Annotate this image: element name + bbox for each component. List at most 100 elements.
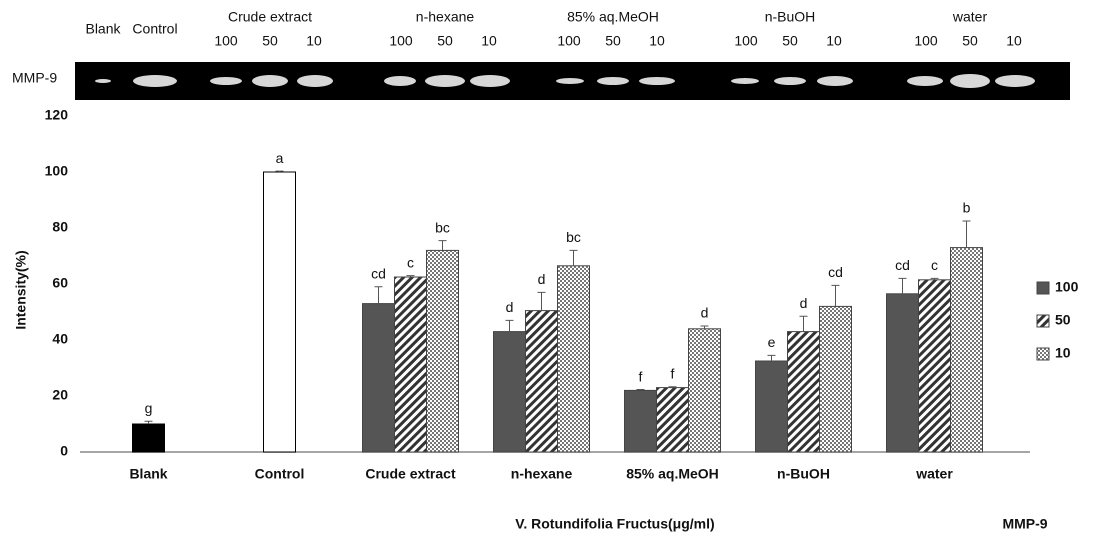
y-tick-label: 120: [45, 107, 69, 123]
error-bar: [800, 316, 808, 331]
error-bar: [963, 221, 971, 248]
gel-dose-label: 50: [262, 33, 278, 49]
y-tick-label: 20: [52, 387, 68, 403]
significance-letter: cd: [828, 264, 843, 280]
significance-letter: b: [963, 200, 971, 216]
gel-band: [470, 75, 510, 87]
gel-dose-label: 10: [826, 33, 842, 49]
bar: [919, 280, 951, 452]
significance-letter: d: [701, 305, 709, 321]
gel-dose-label: 50: [782, 33, 798, 49]
legend-label: 10: [1055, 345, 1071, 361]
gel-band: [384, 76, 416, 86]
gel-lane-label: Blank: [85, 21, 121, 37]
bar: [788, 332, 820, 452]
gel-band: [907, 76, 943, 86]
legend-swatch: [1037, 348, 1049, 360]
x-tick-label: Blank: [129, 466, 167, 482]
chart: MMP-9 Intensity(%) V. Rotundifolia Fruct…: [0, 0, 1100, 539]
bar: [887, 294, 919, 452]
x-tick-label: Crude extract: [365, 466, 456, 482]
legend-swatch: [1037, 282, 1049, 294]
gel-band: [774, 77, 806, 85]
gel-band: [731, 78, 759, 84]
gel-band: [950, 74, 990, 88]
x-tick-label: 85% aq.MeOH: [626, 466, 719, 482]
bar: [657, 388, 689, 452]
gel-band: [297, 75, 333, 87]
gel-dose-label: 50: [437, 33, 453, 49]
bar: [494, 332, 526, 452]
bar: [427, 250, 459, 452]
gel-group-label: n-BuOH: [765, 9, 816, 25]
bar: [395, 277, 427, 452]
error-bar: [375, 287, 383, 304]
significance-letter: e: [768, 334, 776, 350]
gel-dose-label: 100: [734, 33, 758, 49]
gel-group-label: 85% aq.MeOH: [567, 9, 659, 25]
significance-letter: a: [276, 150, 284, 166]
x-tick-label: n-BuOH: [777, 466, 830, 482]
x-axis-title: V. Rotundifolia Fructus(μg/ml): [515, 516, 714, 532]
y-tick-label: 80: [52, 219, 68, 235]
error-bar: [899, 278, 907, 293]
gel-dose-label: 100: [389, 33, 413, 49]
gel-dose-label: 50: [605, 33, 621, 49]
gel-band: [597, 77, 629, 85]
error-bar: [832, 285, 840, 306]
y-tick-label: 40: [52, 331, 68, 347]
y-axis-title: Intensity(%): [13, 250, 29, 329]
y-tick-label: 60: [52, 275, 68, 291]
bar: [558, 266, 590, 452]
gel-label: MMP-9: [12, 70, 57, 86]
error-bar: [768, 355, 776, 361]
x-tick-label: water: [915, 466, 953, 482]
gel-band: [995, 75, 1035, 87]
gel-band: [252, 75, 288, 87]
error-bar: [570, 250, 578, 265]
error-bar: [439, 241, 447, 251]
gel-band: [95, 79, 111, 83]
legend-label: 100: [1055, 279, 1079, 295]
gel-dose-label: 100: [214, 33, 238, 49]
significance-letter: g: [145, 400, 153, 416]
bar: [756, 361, 788, 452]
gel-dose-label: 100: [914, 33, 938, 49]
bar: [820, 306, 852, 452]
x-tick-label: n-hexane: [511, 466, 573, 482]
corner-label: MMP-9: [1002, 516, 1047, 532]
gel-band: [817, 76, 853, 86]
legend-swatch: [1037, 315, 1049, 327]
significance-letter: d: [506, 299, 514, 315]
gel-group-label: water: [952, 9, 988, 25]
y-tick-label: 100: [45, 163, 69, 179]
gel-band: [210, 77, 242, 85]
gel-lane-label: Control: [132, 21, 177, 37]
bar: [363, 304, 395, 452]
significance-letter: d: [800, 295, 808, 311]
gel-band: [133, 75, 177, 87]
significance-letter: f: [671, 365, 675, 381]
significance-letter: bc: [435, 219, 450, 235]
gel-group-label: n-hexane: [416, 9, 475, 25]
bar: [689, 329, 721, 452]
bar: [951, 248, 983, 452]
error-bar: [538, 292, 546, 310]
gel-dose-label: 50: [962, 33, 978, 49]
gel-dose-label: 10: [1006, 33, 1022, 49]
gel-dose-label: 10: [481, 33, 497, 49]
gel-group-label: Crude extract: [228, 9, 312, 25]
legend-label: 50: [1055, 312, 1071, 328]
gel-band: [639, 77, 675, 85]
significance-letter: c: [407, 254, 414, 270]
significance-letter: cd: [895, 257, 910, 273]
y-tick-label: 0: [60, 443, 68, 459]
significance-letter: cd: [371, 266, 386, 282]
gel-band: [556, 78, 584, 84]
bar: [133, 424, 165, 452]
gel-dose-label: 100: [557, 33, 581, 49]
bar: [526, 311, 558, 452]
error-bar: [506, 320, 514, 331]
significance-letter: d: [538, 271, 546, 287]
significance-letter: f: [639, 368, 643, 384]
